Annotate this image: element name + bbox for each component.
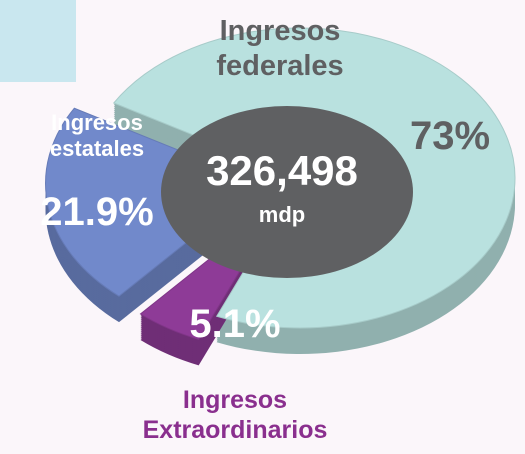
slice-label: Ingresos estatales: [49, 110, 145, 162]
center-label: 326,498: [206, 147, 358, 194]
corner-panel: [0, 0, 76, 82]
slice: [45, 107, 262, 297]
value-label: 73%: [409, 114, 491, 158]
value-label: 5.1%: [189, 302, 281, 346]
center-unit: mdp: [259, 202, 305, 227]
slice-label: Ingresos federales: [216, 15, 344, 82]
slice-label: Ingresos Extraordinarios: [142, 386, 328, 444]
value-label: 21.9%: [40, 190, 154, 234]
center-hole: [161, 106, 413, 278]
